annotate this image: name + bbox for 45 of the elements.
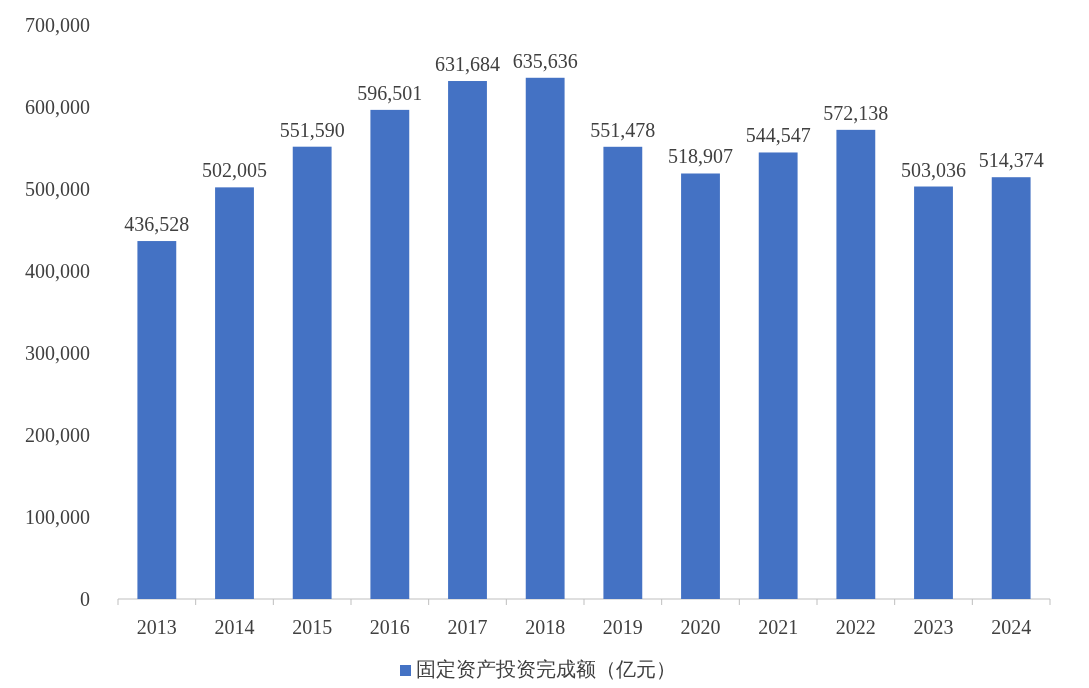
bar: [215, 187, 254, 599]
data-label: 572,138: [823, 101, 889, 124]
data-label: 596,501: [357, 81, 423, 104]
bar: [292, 146, 332, 599]
y-tick-label: 200,000: [25, 424, 90, 446]
x-tick-label: 2013: [136, 616, 177, 638]
y-tick-label: 400,000: [25, 260, 90, 282]
bar: [525, 77, 565, 599]
x-tick-label: 2019: [602, 616, 643, 638]
y-tick-label: 600,000: [25, 96, 90, 118]
bar: [681, 173, 720, 599]
bar: [758, 152, 798, 599]
x-tick-label: 2023: [913, 616, 954, 638]
bar: [914, 186, 953, 599]
x-tick-label: 2024: [991, 616, 1032, 638]
x-tick-label: 2022: [835, 616, 876, 638]
data-label: 544,547: [745, 124, 811, 147]
bar: [137, 241, 177, 599]
data-label: 551,590: [279, 118, 345, 141]
bar: [370, 109, 410, 599]
legend-label: 固定资产投资完成额（亿元）: [416, 658, 676, 680]
x-tick-label: 2017: [447, 616, 488, 638]
data-label: 503,036: [901, 158, 966, 181]
bar: [836, 129, 876, 599]
y-tick-label: 300,000: [25, 342, 90, 364]
data-label: 551,478: [590, 118, 656, 141]
x-tick-label: 2014: [214, 616, 255, 638]
data-label: 631,684: [435, 53, 500, 76]
y-tick-label: 100,000: [25, 506, 90, 528]
x-tick-label: 2016: [369, 616, 410, 638]
x-tick-label: 2021: [758, 616, 799, 638]
x-tick-label: 2020: [680, 616, 721, 638]
data-label: 635,636: [512, 49, 578, 72]
y-tick-label: 500,000: [25, 178, 90, 200]
y-tick-label: 0: [80, 588, 90, 610]
bar: [448, 81, 487, 599]
x-tick-label: 2018: [525, 616, 566, 638]
bar: [603, 146, 643, 599]
data-label: 502,005: [202, 159, 267, 182]
y-tick-label: 700,000: [25, 14, 90, 36]
bar: [991, 177, 1031, 599]
data-label: 436,528: [124, 213, 190, 236]
data-label: 514,374: [978, 149, 1044, 172]
data-label: 518,907: [668, 145, 733, 168]
x-tick-label: 2015: [292, 616, 333, 638]
